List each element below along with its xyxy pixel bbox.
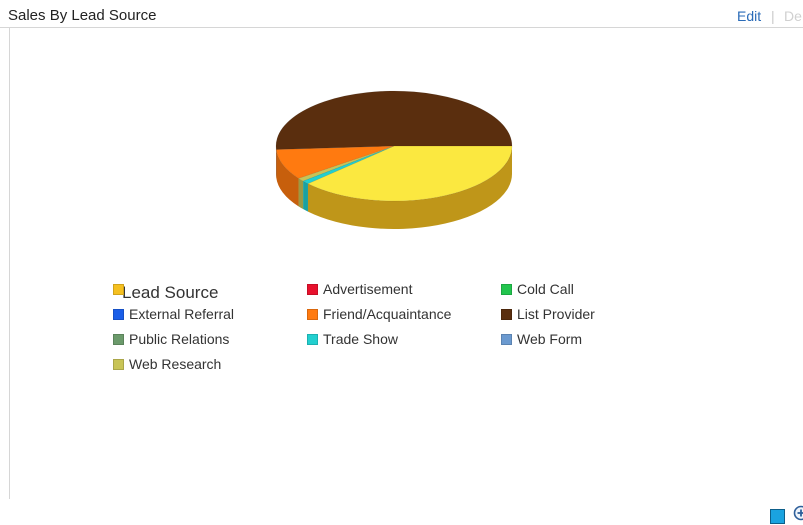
legend-label: Advertisement	[323, 281, 412, 297]
pie-side-7	[303, 181, 308, 212]
legend-swatch	[501, 334, 512, 345]
legend-label: Cold Call	[517, 281, 574, 297]
legend-item: Friend/Acquaintance	[307, 306, 451, 322]
legend-item: Cold Call	[501, 281, 574, 297]
legend-swatch	[113, 284, 124, 295]
pie-slice-5[interactable]	[276, 91, 512, 149]
link-separator: |	[771, 8, 775, 24]
legend-swatch	[501, 284, 512, 295]
legend-item: External Referral	[113, 306, 234, 322]
legend-swatch	[307, 334, 318, 345]
pie-side-9	[299, 178, 304, 209]
delete-link[interactable]: De	[784, 8, 802, 24]
legend-item: Trade Show	[307, 331, 398, 347]
legend-item: Advertisement	[307, 281, 412, 297]
legend-label: External Referral	[129, 306, 234, 322]
legend-swatch	[307, 284, 318, 295]
legend-item: Public Relations	[113, 331, 229, 347]
legend-swatch	[307, 309, 318, 320]
legend-swatch	[113, 309, 124, 320]
edit-link[interactable]: Edit	[737, 8, 761, 24]
legend-label: Trade Show	[323, 331, 398, 347]
legend-title: Lead Source	[122, 283, 218, 303]
legend-label: List Provider	[517, 306, 595, 322]
legend-swatch	[501, 309, 512, 320]
legend-item: List Provider	[501, 306, 595, 322]
square-icon[interactable]	[770, 509, 785, 524]
dashlet-title: Sales By Lead Source	[8, 7, 156, 24]
legend-label: Web Form	[517, 331, 582, 347]
legend-item	[113, 281, 129, 297]
legend-item: Web Research	[113, 356, 221, 372]
legend-label: Public Relations	[129, 331, 229, 347]
zoom-in-icon[interactable]	[793, 505, 803, 525]
dashlet-header: Sales By Lead Source Edit | De	[0, 0, 803, 28]
legend-label: Friend/Acquaintance	[323, 306, 451, 322]
legend-swatch	[113, 334, 124, 345]
legend-swatch	[113, 359, 124, 370]
legend-label: Web Research	[129, 356, 221, 372]
legend-item: Web Form	[501, 331, 582, 347]
pie-chart	[10, 28, 803, 499]
chart-panel: Lead Source Advertisement Cold Call Extern…	[9, 28, 803, 499]
